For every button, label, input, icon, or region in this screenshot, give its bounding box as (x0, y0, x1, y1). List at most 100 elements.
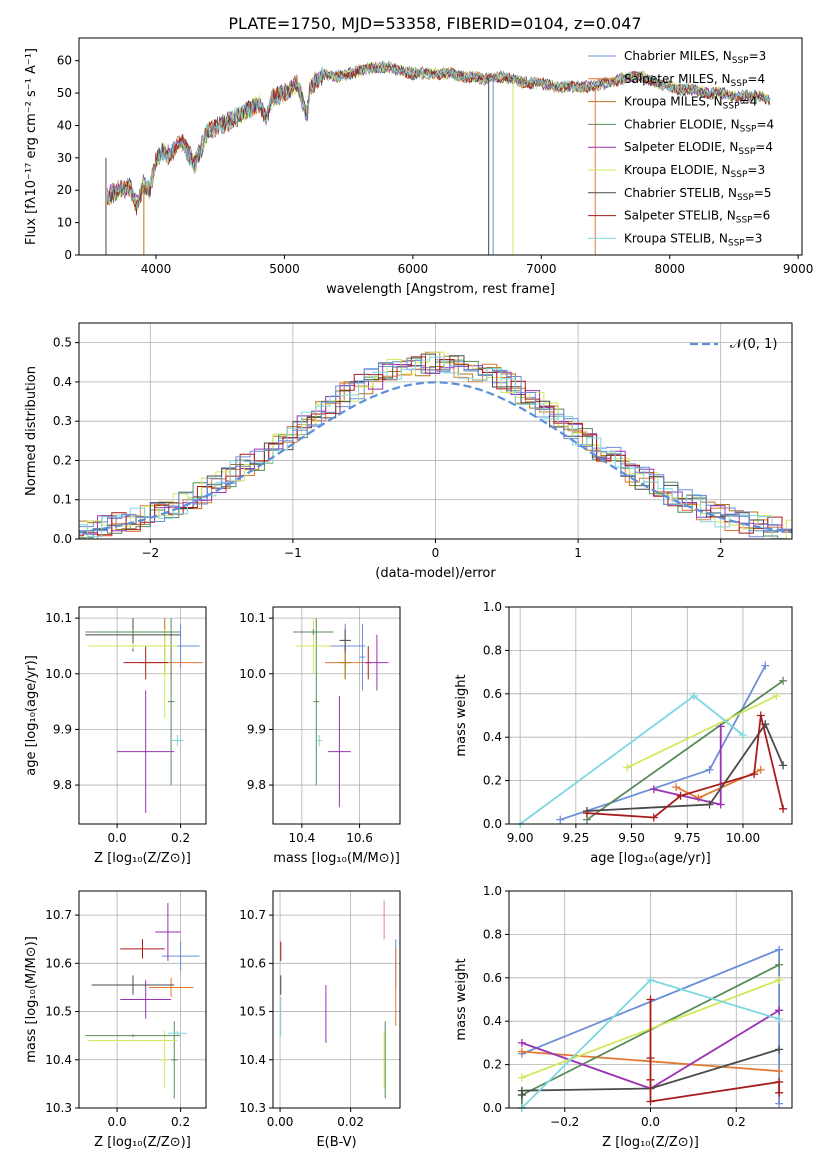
x-tick-label: 0.2 (171, 1115, 190, 1129)
x-tick-label: 10.6 (346, 831, 373, 845)
x-tick-label: 0.2 (171, 831, 190, 845)
weight-marker (779, 804, 788, 813)
x-axis-label: Z [log₁₀(Z/Z⊙)] (94, 851, 191, 866)
panel-mass-age: 10.4 10.6 9.8 9.9 10.0 10.1 mass [log₁₀(M/M⊙)] (239, 606, 401, 866)
weight-marker (772, 691, 781, 700)
plot-border (272, 890, 401, 1109)
weight-marker (676, 791, 685, 800)
x-tick-label: 10.00 (726, 831, 760, 845)
weight-marker (649, 813, 658, 822)
y-axis-label: mass weight (454, 958, 469, 1040)
x-tick-label: 9.25 (562, 831, 589, 845)
weight-marker (672, 783, 681, 792)
y-axis-label: mass weight (454, 674, 469, 756)
weight-marker (517, 1086, 526, 1095)
y-tick-label: 0.0 (483, 1101, 502, 1115)
plot-border (78, 606, 207, 825)
x-tick-label: 0.02 (337, 1115, 364, 1129)
y-tick-label: 50 (57, 86, 72, 100)
x-tick-label: 0.0 (108, 831, 127, 845)
x-tick-label: −2 (141, 546, 159, 560)
y-tick-label: 40 (57, 118, 72, 132)
weight-marker (649, 785, 658, 794)
panel-spectrum: 4000 5000 6000 7000 8000 9000 0 10 20 30 40 50 60 wav… (24, 37, 813, 297)
plot-border (508, 890, 793, 1109)
y-tick-label: 9.9 (53, 722, 72, 736)
legend-entry: Chabrier ELODIE, NSSP=4 (624, 117, 774, 134)
y-tick-label: 10.0 (239, 667, 266, 681)
y-tick-label: 0.8 (483, 927, 502, 941)
histogram-9 (79, 359, 792, 535)
charts-group: 4000 5000 6000 7000 8000 90000102030405060wav… (24, 37, 813, 1150)
x-axis-label: Z [log₁₀(Z/Z⊙)] (94, 1135, 191, 1150)
x-tick-label: 8000 (654, 262, 685, 276)
y-tick-label: 10.5 (239, 1005, 266, 1019)
y-tick-label: 0 (64, 248, 72, 262)
panel-Z-age: 0.0 0.2 9.8 9.9 10.0 10.1 Z [log₁₀(Z/Z⊙)] age [… (24, 606, 207, 866)
x-axis-label: Z [log₁₀(Z/Z⊙)] (602, 1135, 699, 1150)
figure-title: PLATE=1750, MJD=53358, FIBERID=0104, z=0… (228, 14, 641, 33)
y-tick-label: 0.6 (483, 971, 502, 985)
x-axis-label: wavelength [Angstrom, rest frame] (326, 282, 555, 297)
weight-marker (775, 1067, 784, 1076)
y-tick-label: 10.4 (45, 1053, 72, 1067)
spectrum-line-8 (107, 59, 771, 210)
legend-entry: Kroupa STELIB, NSSP=3 (624, 231, 762, 248)
y-tick-label: 10.4 (239, 1053, 266, 1067)
weight-marker (779, 761, 788, 770)
weight-marker (582, 809, 591, 818)
plot-border (78, 37, 803, 256)
y-tick-label: 0.6 (483, 687, 502, 701)
y-tick-label: 20 (57, 183, 72, 197)
weight-marker (646, 975, 655, 984)
plot-border (508, 606, 793, 825)
x-tick-label: 0.0 (641, 1115, 660, 1129)
x-tick-label: 0.2 (727, 1115, 746, 1129)
weight-marker (716, 800, 725, 809)
weight-series-6 (586, 715, 784, 819)
weight-series-2 (586, 680, 784, 821)
x-axis-label: E(B-V) (316, 1135, 356, 1150)
weight-marker (646, 1075, 655, 1084)
x-tick-label: 2 (717, 546, 725, 560)
weight-marker (775, 1099, 784, 1108)
weight-marker (705, 765, 714, 774)
y-tick-label: 10.5 (45, 1005, 72, 1019)
y-tick-label: 9.8 (247, 778, 266, 792)
x-tick-label: 0 (432, 546, 440, 560)
weight-marker (775, 1006, 784, 1015)
weight-marker (775, 1088, 784, 1097)
normal-curve (78, 381, 793, 534)
y-tick-label: 9.8 (53, 778, 72, 792)
x-tick-label: 7000 (526, 262, 557, 276)
y-tick-label: 0.8 (483, 643, 502, 657)
y-tick-label: 10.1 (239, 611, 266, 625)
x-tick-label: 4000 (141, 262, 172, 276)
legend-entry: 𝒩(0, 1) (730, 337, 777, 352)
y-tick-label: 10.3 (45, 1101, 72, 1115)
weight-marker (775, 1045, 784, 1054)
y-tick-label: 30 (57, 151, 72, 165)
weight-marker (775, 945, 784, 954)
x-tick-label: 5000 (269, 262, 300, 276)
y-tick-label: 0.5 (53, 336, 72, 350)
weight-marker (738, 731, 747, 740)
y-tick-label: 0.2 (53, 453, 72, 467)
legend-entry: Chabrier MILES, NSSP=3 (624, 49, 766, 66)
x-axis-label: (data-model)/error (375, 566, 496, 581)
weight-marker (775, 975, 784, 984)
x-tick-label: 6000 (398, 262, 429, 276)
legend-entry: Salpeter ELODIE, NSSP=4 (624, 140, 773, 157)
x-tick-label: 1 (574, 546, 582, 560)
weight-series-4 (626, 695, 777, 769)
weight-marker (705, 800, 714, 809)
y-tick-label: 1.0 (483, 600, 502, 614)
panel-residuals: −2 −1 0 1 2 0.0 0.1 0.2 0.3 0.4 0.5 (data-model)/er… (24, 322, 793, 581)
plot-border (272, 606, 401, 825)
y-tick-label: 1.0 (483, 884, 502, 898)
y-tick-label: 0.4 (53, 375, 72, 389)
panel-Z-mass: 0.0 0.2 10.3 10.4 10.5 10.6 10.7 Z [log₁₀(Z/Z⊙)… (24, 890, 207, 1150)
y-tick-label: 0.2 (483, 1058, 502, 1072)
weight-marker (646, 995, 655, 1004)
